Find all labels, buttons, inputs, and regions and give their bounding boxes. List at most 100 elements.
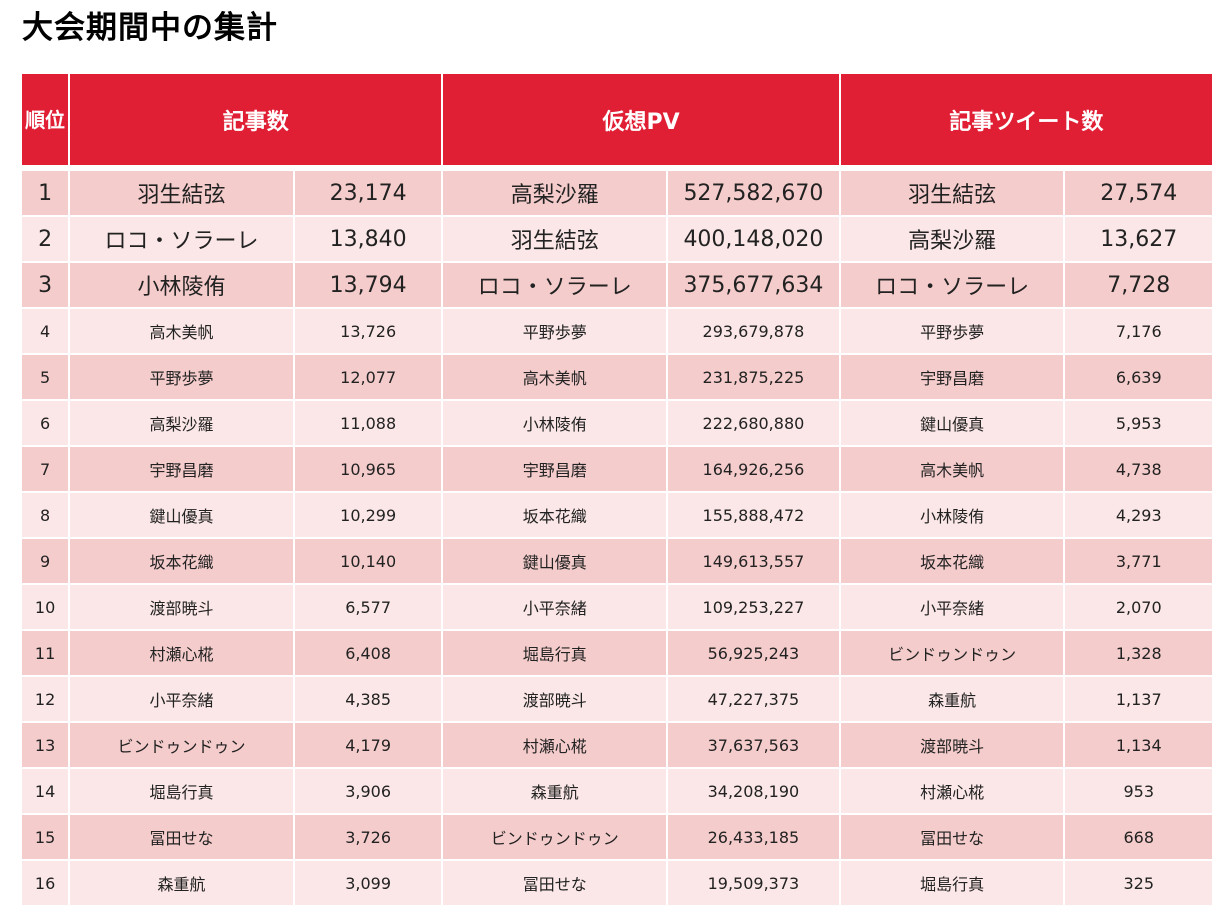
pv-count-cell: 37,637,563 xyxy=(668,723,839,767)
tweets-name-cell: 渡部暁斗 xyxy=(840,723,1064,767)
articles-name-cell: ロコ・ソラーレ xyxy=(70,217,293,261)
table-row: 6 高梨沙羅 11,088 小林陵侑 222,680,880 鍵山優真 5,953 xyxy=(22,401,1212,445)
articles-count-cell: 10,299 xyxy=(294,493,442,537)
tweets-name-cell: 高木美帆 xyxy=(840,447,1064,491)
table-row: 8 鍵山優真 10,299 坂本花織 155,888,472 小林陵侑 4,293 xyxy=(22,493,1212,537)
rank-header: 順位 xyxy=(22,74,69,165)
pv-name-cell: 鍵山優真 xyxy=(443,539,667,583)
tweets-header: 記事ツイート数 xyxy=(840,74,1212,165)
page-title: 大会期間中の集計 xyxy=(22,10,278,46)
rank-cell: 2 xyxy=(22,217,69,261)
articles-name-cell: 高木美帆 xyxy=(70,309,293,353)
tweets-count-cell: 1,134 xyxy=(1065,723,1212,767)
pv-count-cell: 222,680,880 xyxy=(668,401,839,445)
articles-count-cell: 23,174 xyxy=(294,171,442,215)
articles-name-cell: 平野歩夢 xyxy=(70,355,293,399)
table-row: 16 森重航 3,099 冨田せな 19,509,373 堀島行真 325 xyxy=(22,861,1212,905)
pv-count-cell: 164,926,256 xyxy=(668,447,839,491)
tweets-count-cell: 4,293 xyxy=(1065,493,1212,537)
pv-name-cell: ロコ・ソラーレ xyxy=(443,263,667,307)
tweets-name-cell: ビンドゥンドゥン xyxy=(840,631,1064,675)
table-row: 10 渡部暁斗 6,577 小平奈緒 109,253,227 小平奈緒 2,070 xyxy=(22,585,1212,629)
articles-name-cell: 渡部暁斗 xyxy=(70,585,293,629)
articles-count-cell: 3,906 xyxy=(294,769,442,813)
tweets-name-cell: 羽生結弦 xyxy=(840,171,1064,215)
tweets-count-cell: 27,574 xyxy=(1065,171,1212,215)
tweets-count-cell: 1,137 xyxy=(1065,677,1212,721)
articles-count-cell: 4,179 xyxy=(294,723,442,767)
table-row: 3 小林陵侑 13,794 ロコ・ソラーレ 375,677,634 ロコ・ソラーレ 7,72… xyxy=(22,263,1212,307)
rank-cell: 15 xyxy=(22,815,69,859)
pv-count-cell: 19,509,373 xyxy=(668,861,839,905)
pv-count-cell: 527,582,670 xyxy=(668,171,839,215)
articles-count-cell: 6,577 xyxy=(294,585,442,629)
articles-name-cell: 森重航 xyxy=(70,861,293,905)
table-row: 2 ロコ・ソラーレ 13,840 羽生結弦 400,148,020 高梨沙羅 13,627 xyxy=(22,217,1212,261)
pv-count-cell: 400,148,020 xyxy=(668,217,839,261)
tweets-name-cell: 村瀬心椛 xyxy=(840,769,1064,813)
articles-name-cell: 鍵山優真 xyxy=(70,493,293,537)
articles-name-cell: 小林陵侑 xyxy=(70,263,293,307)
rank-cell: 12 xyxy=(22,677,69,721)
articles-name-cell: 高梨沙羅 xyxy=(70,401,293,445)
articles-count-cell: 4,385 xyxy=(294,677,442,721)
tweets-count-cell: 953 xyxy=(1065,769,1212,813)
pv-count-cell: 26,433,185 xyxy=(668,815,839,859)
ranking-table: 順位 記事数 仮想PV 記事ツイート数 1 羽生結弦 23,174 高梨沙羅 527,5… xyxy=(20,72,1214,907)
rank-cell: 16 xyxy=(22,861,69,905)
articles-count-cell: 6,408 xyxy=(294,631,442,675)
rank-cell: 4 xyxy=(22,309,69,353)
articles-name-cell: 村瀬心椛 xyxy=(70,631,293,675)
articles-count-cell: 3,099 xyxy=(294,861,442,905)
tweets-count-cell: 5,953 xyxy=(1065,401,1212,445)
rank-cell: 11 xyxy=(22,631,69,675)
pv-name-cell: 平野歩夢 xyxy=(443,309,667,353)
pv-header: 仮想PV xyxy=(443,74,839,165)
rank-cell: 14 xyxy=(22,769,69,813)
tweets-count-cell: 325 xyxy=(1065,861,1212,905)
pv-name-cell: 堀島行真 xyxy=(443,631,667,675)
rank-cell: 10 xyxy=(22,585,69,629)
pv-name-cell: 小平奈緒 xyxy=(443,585,667,629)
tweets-name-cell: 高梨沙羅 xyxy=(840,217,1064,261)
table-body: 1 羽生結弦 23,174 高梨沙羅 527,582,670 羽生結弦 27,574 2 ロコ・… xyxy=(22,171,1212,905)
pv-name-cell: 小林陵侑 xyxy=(443,401,667,445)
tweets-name-cell: 宇野昌磨 xyxy=(840,355,1064,399)
table-row: 13 ビンドゥンドゥン 4,179 村瀬心椛 37,637,563 渡部暁斗 1,134 xyxy=(22,723,1212,767)
tweets-name-cell: 堀島行真 xyxy=(840,861,1064,905)
articles-count-cell: 11,088 xyxy=(294,401,442,445)
tweets-count-cell: 6,639 xyxy=(1065,355,1212,399)
tweets-name-cell: 坂本花織 xyxy=(840,539,1064,583)
pv-count-cell: 231,875,225 xyxy=(668,355,839,399)
rank-cell: 5 xyxy=(22,355,69,399)
articles-name-cell: 羽生結弦 xyxy=(70,171,293,215)
table-row: 1 羽生結弦 23,174 高梨沙羅 527,582,670 羽生結弦 27,574 xyxy=(22,171,1212,215)
articles-count-cell: 3,726 xyxy=(294,815,442,859)
pv-name-cell: 宇野昌磨 xyxy=(443,447,667,491)
table-row: 12 小平奈緒 4,385 渡部暁斗 47,227,375 森重航 1,137 xyxy=(22,677,1212,721)
tweets-count-cell: 13,627 xyxy=(1065,217,1212,261)
pv-name-cell: 村瀬心椛 xyxy=(443,723,667,767)
articles-name-cell: 宇野昌磨 xyxy=(70,447,293,491)
rank-cell: 1 xyxy=(22,171,69,215)
table-row: 14 堀島行真 3,906 森重航 34,208,190 村瀬心椛 953 xyxy=(22,769,1212,813)
pv-count-cell: 155,888,472 xyxy=(668,493,839,537)
tweets-name-cell: 小平奈緒 xyxy=(840,585,1064,629)
tweets-count-cell: 7,728 xyxy=(1065,263,1212,307)
articles-count-cell: 12,077 xyxy=(294,355,442,399)
articles-count-cell: 10,965 xyxy=(294,447,442,491)
table-row: 11 村瀬心椛 6,408 堀島行真 56,925,243 ビンドゥンドゥン 1,328 xyxy=(22,631,1212,675)
articles-count-cell: 13,840 xyxy=(294,217,442,261)
articles-name-cell: 冨田せな xyxy=(70,815,293,859)
pv-count-cell: 375,677,634 xyxy=(668,263,839,307)
tweets-count-cell: 668 xyxy=(1065,815,1212,859)
articles-count-cell: 13,794 xyxy=(294,263,442,307)
articles-count-cell: 10,140 xyxy=(294,539,442,583)
articles-name-cell: 坂本花織 xyxy=(70,539,293,583)
table-row: 4 高木美帆 13,726 平野歩夢 293,679,878 平野歩夢 7,176 xyxy=(22,309,1212,353)
pv-count-cell: 34,208,190 xyxy=(668,769,839,813)
tweets-count-cell: 1,328 xyxy=(1065,631,1212,675)
table-row: 9 坂本花織 10,140 鍵山優真 149,613,557 坂本花織 3,771 xyxy=(22,539,1212,583)
table-row: 5 平野歩夢 12,077 高木美帆 231,875,225 宇野昌磨 6,639 xyxy=(22,355,1212,399)
tweets-count-cell: 7,176 xyxy=(1065,309,1212,353)
